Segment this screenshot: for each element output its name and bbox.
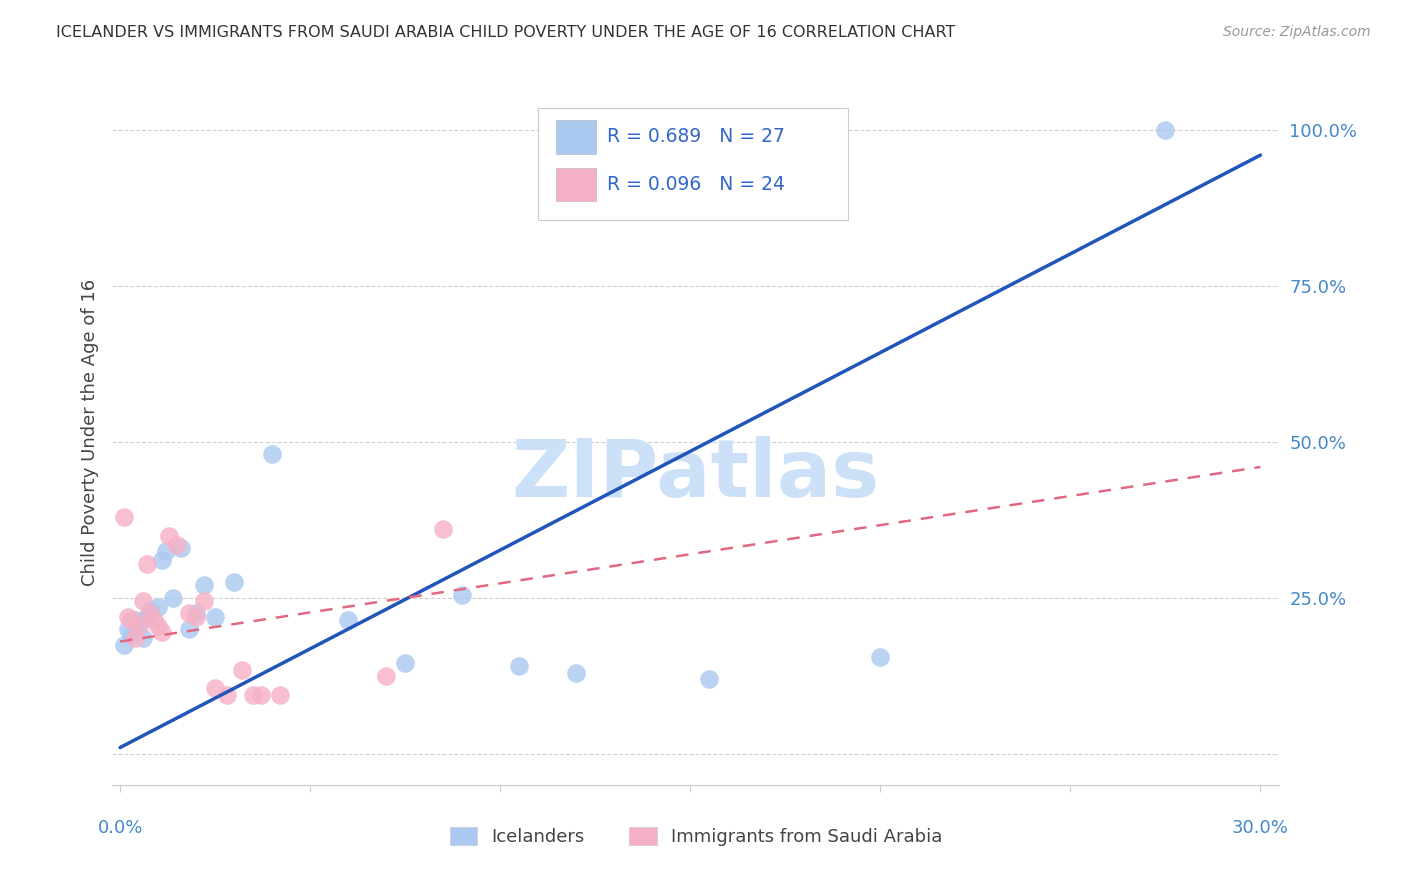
Point [177, 622, 200, 636]
Point [117, 609, 139, 624]
Text: R = 0.096   N = 24: R = 0.096 N = 24 [607, 176, 786, 194]
Point [139, 603, 162, 617]
Point [128, 615, 150, 630]
Point [204, 681, 226, 696]
Text: ICELANDER VS IMMIGRANTS FROM SAUDI ARABIA CHILD POVERTY UNDER THE AGE OF 16 CORR: ICELANDER VS IMMIGRANTS FROM SAUDI ARABI… [56, 25, 956, 40]
Point [869, 650, 891, 665]
Point [146, 600, 169, 615]
Point [124, 632, 146, 646]
Point [394, 657, 416, 671]
Point [451, 588, 474, 602]
Point [215, 688, 238, 702]
Point [150, 553, 173, 567]
Point [132, 632, 155, 646]
Point [132, 594, 155, 608]
Point [231, 663, 253, 677]
Point [193, 578, 215, 592]
Point [155, 544, 177, 558]
Point [128, 619, 150, 633]
Point [337, 613, 360, 627]
Point [117, 622, 139, 636]
Point [1154, 123, 1177, 137]
Point [184, 609, 207, 624]
Legend: Icelanders, Immigrants from Saudi Arabia: Icelanders, Immigrants from Saudi Arabia [443, 820, 949, 854]
Point [112, 638, 135, 652]
Text: 0.0%: 0.0% [97, 819, 143, 838]
Point [170, 541, 193, 555]
Point [375, 669, 398, 683]
Point [143, 613, 166, 627]
Point [204, 609, 226, 624]
Point [184, 607, 207, 621]
Point [193, 594, 215, 608]
Point [121, 613, 143, 627]
Point [166, 538, 188, 552]
Text: 30.0%: 30.0% [1232, 819, 1289, 838]
Point [262, 447, 284, 461]
Point [269, 688, 291, 702]
Point [162, 591, 184, 605]
Text: ZIPatlas: ZIPatlas [512, 436, 880, 514]
Point [139, 607, 162, 621]
Point [224, 575, 246, 590]
Y-axis label: Child Poverty Under the Age of 16: Child Poverty Under the Age of 16 [80, 279, 98, 586]
Point [121, 628, 143, 642]
Text: Source: ZipAtlas.com: Source: ZipAtlas.com [1223, 25, 1371, 39]
Point [242, 688, 264, 702]
Point [146, 619, 169, 633]
FancyBboxPatch shape [555, 120, 596, 154]
Point [249, 688, 271, 702]
Point [697, 672, 720, 686]
Point [135, 609, 157, 624]
Point [150, 625, 173, 640]
Point [124, 613, 146, 627]
FancyBboxPatch shape [538, 109, 848, 219]
Point [112, 509, 135, 524]
FancyBboxPatch shape [555, 168, 596, 202]
Point [565, 665, 588, 680]
Point [159, 528, 181, 542]
Point [135, 557, 157, 571]
Text: R = 0.689   N = 27: R = 0.689 N = 27 [607, 128, 785, 146]
Point [432, 522, 454, 536]
Point [177, 607, 200, 621]
Point [508, 659, 530, 673]
